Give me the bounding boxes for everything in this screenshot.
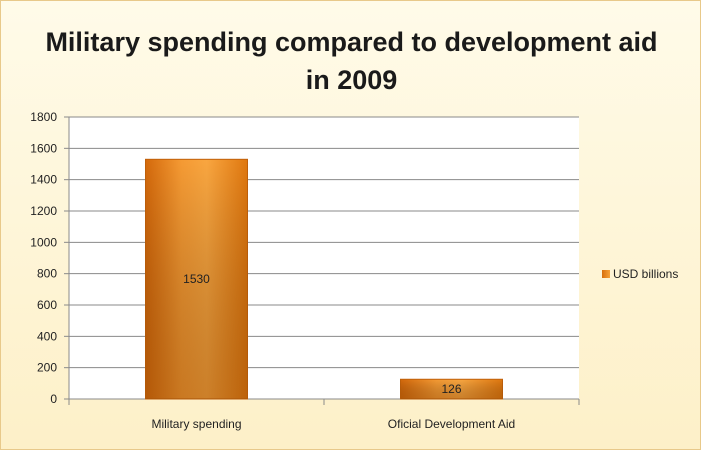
- legend: USD billions: [602, 267, 678, 281]
- bar-shade: [400, 379, 503, 399]
- y-tick-label: 1000: [30, 235, 57, 249]
- chart-title: Military spending compared to developmen…: [1, 23, 701, 99]
- y-tick-label: 200: [37, 361, 57, 375]
- bar-value-label: 1530: [183, 272, 210, 286]
- y-tick-label: 400: [37, 329, 57, 343]
- legend-swatch-usd-billions: [602, 270, 610, 278]
- y-tick-label: 0: [50, 392, 57, 406]
- y-tick-label: 1600: [30, 141, 57, 155]
- y-tick-label: 1400: [30, 173, 57, 187]
- chart-title-line-2: in 2009: [305, 65, 398, 95]
- bar-shade: [145, 159, 248, 399]
- y-tick-label: 800: [37, 267, 57, 281]
- legend-label: USD billions: [613, 267, 679, 281]
- y-tick-label: 1200: [30, 204, 57, 218]
- x-category-label: Military spending: [151, 417, 241, 431]
- y-tick-label: 1800: [30, 110, 57, 124]
- chart-title-line-1: Military spending compared to developmen…: [45, 27, 658, 57]
- bar-value-label: 126: [441, 382, 461, 396]
- x-category-label: Oficial Development Aid: [388, 417, 515, 431]
- y-tick-label: 600: [37, 298, 57, 312]
